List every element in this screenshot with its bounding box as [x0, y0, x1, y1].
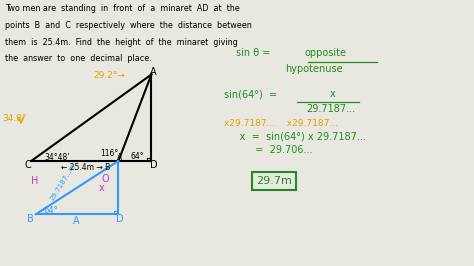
- Text: x  =  sin(64°) x 29.7187...: x = sin(64°) x 29.7187...: [224, 131, 366, 142]
- Text: ← 25.4m → B: ← 25.4m → B: [61, 163, 110, 172]
- Text: 116°: 116°: [100, 149, 118, 158]
- Text: A: A: [117, 153, 122, 162]
- Text: 34°48’: 34°48’: [45, 153, 70, 162]
- Text: them  is  25.4m.  Find  the  height  of  the  minaret  giving: them is 25.4m. Find the height of the mi…: [5, 38, 238, 47]
- Text: =  29.706...: = 29.706...: [224, 145, 313, 155]
- Text: 34.8°: 34.8°: [2, 114, 27, 123]
- Text: 29.2°→: 29.2°→: [93, 71, 125, 80]
- Text: H: H: [31, 176, 39, 186]
- Text: points  B  and  C  respectively  where  the  distance  between: points B and C respectively where the di…: [5, 21, 252, 30]
- Text: B: B: [27, 214, 34, 224]
- Text: x: x: [330, 89, 336, 99]
- Text: 29.7187...m: 29.7187...m: [49, 163, 77, 202]
- Text: D: D: [150, 160, 157, 171]
- Text: D: D: [116, 214, 124, 224]
- Text: 64°: 64°: [131, 152, 145, 161]
- Text: 64°: 64°: [44, 206, 58, 215]
- Text: O: O: [102, 174, 109, 184]
- Text: C: C: [24, 160, 31, 171]
- Text: 29.7m: 29.7m: [256, 176, 292, 186]
- Text: x: x: [99, 182, 105, 193]
- Text: hypotenuse: hypotenuse: [285, 64, 343, 74]
- Text: 29.7187...: 29.7187...: [306, 103, 355, 114]
- Text: Two men are  standing  in  front  of  a  minaret  AD  at  the: Two men are standing in front of a minar…: [5, 4, 240, 13]
- Text: opposite: opposite: [305, 48, 346, 58]
- Text: sin(64°)  =: sin(64°) =: [224, 89, 278, 99]
- Text: x29.7187...    x29.7187...: x29.7187... x29.7187...: [224, 119, 338, 128]
- Text: sin θ =: sin θ =: [237, 48, 274, 58]
- Text: the  answer  to  one  decimal  place.: the answer to one decimal place.: [5, 54, 152, 63]
- Text: A: A: [73, 216, 79, 226]
- Text: A: A: [149, 67, 156, 77]
